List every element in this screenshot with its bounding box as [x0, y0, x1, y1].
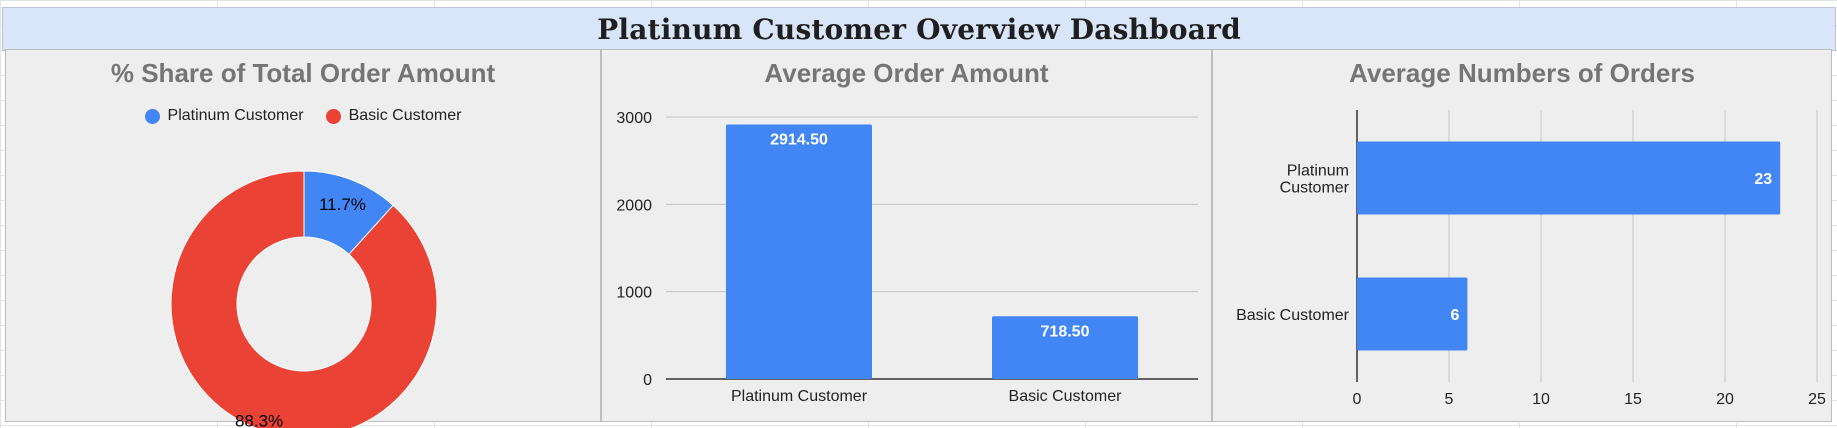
legend-label: Basic Customer: [348, 107, 462, 124]
chart-title: Average Order Amount: [764, 58, 1049, 88]
bar-data-label: 23: [1754, 171, 1772, 188]
legend-swatch: [144, 108, 160, 124]
dashboard-title-bar: Platinum Customer Overview Dashboard: [2, 7, 1836, 51]
x-tick-label: 20: [1716, 391, 1734, 408]
bar-data-label: 718.50: [1041, 323, 1090, 340]
y-tick-label: 2000: [616, 197, 652, 214]
vertical-bar-chart: 0 1000 2000 3000 2914.50 Platinum Customer 718…: [616, 110, 1198, 405]
donut-slice-label: 11.7%: [319, 195, 366, 214]
legend-label: Platinum Customer: [167, 107, 304, 124]
legend-swatch: [325, 108, 341, 124]
chart-title: Average Numbers of Orders: [1349, 58, 1695, 88]
legend-item-platinum: Platinum Customer: [144, 107, 304, 125]
y-tick-label: Basic Customer: [1236, 307, 1350, 324]
y-tick-label: 0: [643, 372, 652, 389]
bar: [726, 124, 872, 379]
horizontal-bar-chart-panel[interactable]: Average Numbers of Orders 0 5 10 15 20 25 23 Pl…: [1212, 49, 1832, 422]
y-tick-label: 1000: [616, 285, 652, 302]
bar: [992, 316, 1138, 379]
dashboard-title: Platinum Customer Overview Dashboard: [597, 12, 1241, 46]
x-tick-label: 0: [1353, 391, 1362, 408]
x-tick-label: Platinum Customer: [731, 388, 868, 405]
bar-data-label: 2914.50: [770, 131, 828, 148]
bar-data-label: 6: [1450, 307, 1459, 324]
legend-item-basic: Basic Customer: [325, 107, 462, 125]
x-tick-label: 5: [1445, 391, 1454, 408]
bar: [1357, 277, 1468, 351]
donut-slice: [170, 170, 438, 428]
donut-slice-label: 88.3%: [235, 412, 283, 428]
y-tick-label: Platinum: [1287, 163, 1349, 180]
x-tick-label: 25: [1808, 391, 1826, 408]
donut-chart-panel[interactable]: % Share of Total Order Amount Platinum C…: [5, 49, 601, 428]
x-tick-label: 10: [1532, 391, 1550, 408]
bar: [1357, 141, 1781, 215]
chart-title: % Share of Total Order Amount: [110, 58, 496, 88]
x-tick-label: 15: [1624, 391, 1642, 408]
x-tick-label: Basic Customer: [1009, 388, 1123, 405]
chart-legend: Platinum Customer Basic Customer: [6, 107, 600, 125]
bar-chart-panel[interactable]: Average Order Amount 0 1000 2000 3000 2914.5…: [601, 49, 1212, 422]
y-tick-label: Customer: [1280, 180, 1350, 197]
y-tick-label: 3000: [616, 110, 652, 127]
donut-chart: 11.7% 88.3%: [170, 170, 438, 428]
